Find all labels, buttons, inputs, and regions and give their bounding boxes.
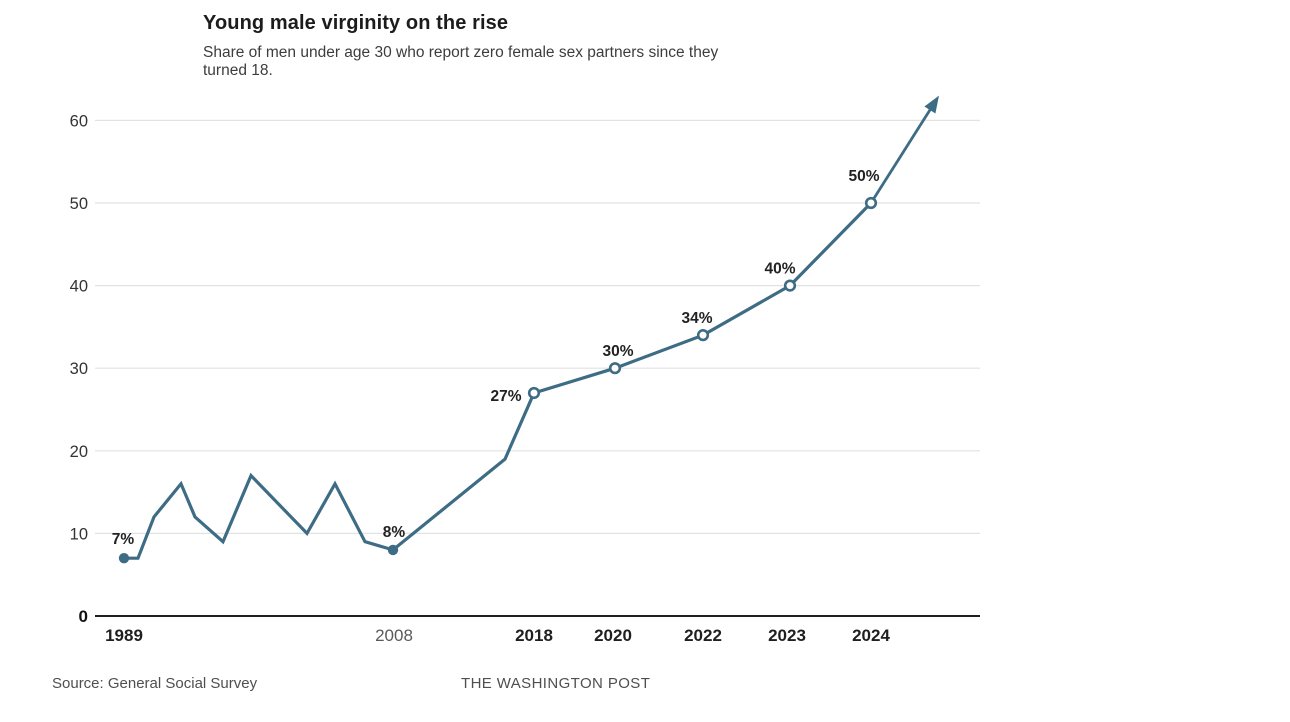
data-point-dot	[118, 552, 130, 564]
publisher-credit: THE WASHINGTON POST	[461, 675, 651, 692]
title-block: Young male virginity on the rise Share o…	[203, 12, 763, 81]
chart-title: Young male virginity on the rise	[203, 12, 509, 34]
y-axis-label: 0	[79, 607, 88, 626]
trend-line	[122, 201, 873, 560]
x-axis-label: 2023	[768, 626, 806, 645]
y-axis-label: 50	[70, 195, 88, 213]
data-point-open	[783, 279, 797, 292]
data-point-label: 30%	[602, 343, 633, 360]
x-axis-label: 2020	[594, 626, 632, 645]
data-point-open	[527, 386, 541, 400]
y-axis-label: 30	[70, 360, 88, 378]
x-axis-label: 2008	[375, 626, 413, 645]
trend-arrow-shaft	[869, 106, 933, 204]
x-axis-label: 2024	[852, 626, 890, 645]
data-point-dot	[387, 544, 399, 556]
y-axis-label: 60	[70, 112, 88, 130]
data-point-label: 34%	[681, 310, 712, 327]
data-point-label: 8%	[383, 524, 406, 541]
chart-subtitle: Share of men under age 30 who report zer…	[203, 44, 719, 80]
data-point-open	[696, 329, 710, 342]
data-point-label: 40%	[764, 261, 795, 278]
x-axis-label: 2018	[515, 626, 553, 645]
x-axis-label: 2022	[684, 626, 722, 645]
trend-arrow-head	[924, 95, 939, 114]
y-axis-label: 10	[70, 525, 88, 543]
data-point-label: 27%	[490, 388, 521, 405]
x-axis-label: 1989	[105, 626, 143, 645]
y-axis-label: 20	[70, 443, 88, 461]
y-axis-label: 40	[70, 278, 88, 296]
source-note: Source: General Social Survey	[52, 675, 258, 692]
data-point-label: 7%	[112, 531, 135, 548]
data-point-label: 50%	[848, 168, 879, 185]
data-point-open	[864, 196, 878, 210]
data-point-open	[608, 362, 622, 375]
